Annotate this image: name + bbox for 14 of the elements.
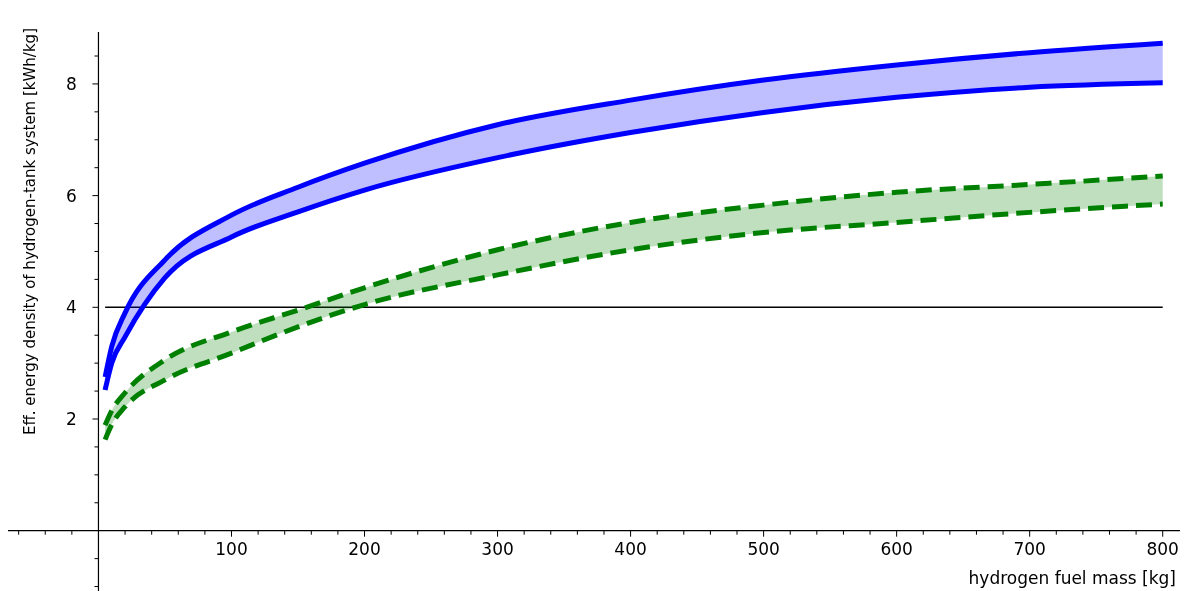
x-tick-label: 500 — [747, 538, 780, 559]
y-tick-label: 4 — [66, 297, 77, 318]
x-tick-label: 300 — [481, 538, 514, 559]
x-axis-title: hydrogen fuel mass [kg] — [968, 568, 1176, 588]
x-tick-label: 600 — [880, 538, 913, 559]
x-tick-label: 200 — [348, 538, 381, 559]
y-axis-title: Eff. energy density of hydrogen-tank system [kWh/kg] — [21, 28, 39, 435]
x-tick-label: 100 — [215, 538, 248, 559]
x-tick-label: 400 — [614, 538, 647, 559]
y-tick-label: 8 — [66, 73, 77, 94]
x-tick-label: 800 — [1146, 538, 1179, 559]
y-tick-label: 2 — [66, 408, 77, 429]
y-tick-label: 6 — [66, 185, 77, 206]
x-tick-label: 700 — [1013, 538, 1046, 559]
